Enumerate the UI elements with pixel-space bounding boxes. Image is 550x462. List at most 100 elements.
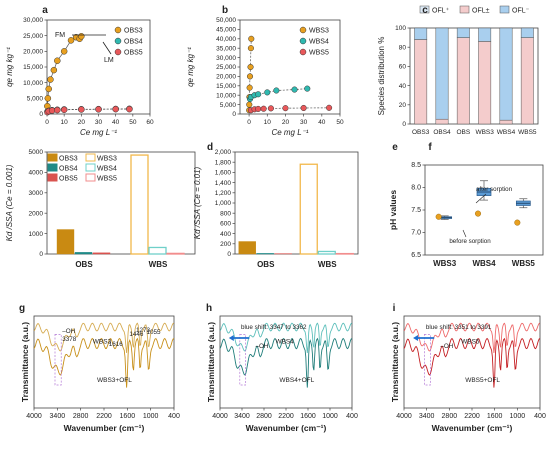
y-axis-label: Transmittance (a.u.) [206, 322, 216, 402]
legend-swatch [47, 163, 58, 172]
before-point [514, 219, 521, 226]
y-tick-label: 200 [220, 241, 231, 248]
data-point [78, 33, 85, 40]
oh-region-box [424, 334, 431, 386]
bar-segment [499, 119, 513, 125]
bar-segment [414, 27, 428, 40]
fit-curve [248, 38, 252, 111]
shift-arrowhead [228, 335, 234, 341]
x-tick-label: WBS4 [472, 259, 496, 268]
panel-letter: g [19, 303, 25, 314]
y-tick-label: 7.0 [411, 230, 421, 237]
legend-label: OBS5 [124, 50, 143, 57]
legend-swatch [47, 173, 58, 182]
panel-f: 6.5 7.0 7.5 8.0 8.5 pH values WBS3 WBS4 WBS5 afte… [388, 162, 544, 268]
panel-h: 4000 3400 2800 2200 1600 1000 400 Wavenumber (c… [206, 315, 358, 433]
x-tick-label: 400 [168, 413, 180, 420]
legend-label: WBS5 [97, 176, 117, 183]
legend-label: OBS4 [124, 39, 143, 46]
data-point [255, 91, 262, 98]
legend-label: WBS5 [309, 50, 329, 57]
y-axis-label: Kd /SSA (Ce = 0.01) [193, 166, 202, 239]
plot-frame [46, 151, 196, 255]
y-tick-label: 15,000 [23, 64, 43, 71]
y-axis-label: Transmittance (a.u.) [390, 322, 400, 402]
y-tick-label: 0 [39, 251, 43, 258]
x-tick-label: 4000 [212, 413, 228, 420]
series-label: WBS3 [93, 339, 112, 346]
x-tick-label: 20 [282, 119, 290, 126]
x-tick-label: 2200 [96, 413, 112, 420]
bar [56, 229, 75, 255]
data-point [264, 89, 271, 96]
annotation: 1616 [109, 341, 124, 348]
x-tick-label: 1000 [510, 413, 526, 420]
spectrum-line [219, 337, 353, 388]
legend-label: WBS4 [309, 39, 329, 46]
y-axis-label: Kd /SSA (Ce = 0.001) [5, 164, 14, 241]
panel-letter: h [206, 303, 212, 314]
series-label: WBS3+OFL [97, 377, 132, 384]
y-tick-label: 3000 [29, 190, 44, 197]
y-tick-label: 5,000 [220, 102, 237, 109]
x-tick-label: 2800 [442, 413, 458, 420]
legend-label: OFL⁻ [512, 8, 530, 15]
y-tick-label: 600 [220, 221, 231, 228]
bar [92, 252, 111, 255]
data-point [78, 106, 85, 113]
legend-marker [299, 26, 307, 34]
x-tick-label: 50 [336, 119, 344, 126]
x-tick-label: 1600 [487, 413, 503, 420]
y-tick-label: 1,000 [215, 200, 232, 207]
x-tick-label: OBS4 [433, 129, 451, 136]
shift-arrowhead [413, 335, 419, 341]
x-axis-label: Wavenumber (cm⁻¹) [64, 423, 145, 433]
y-axis-label: pH values [388, 190, 398, 230]
x-tick-label: OBS3 [412, 129, 430, 136]
legend-label: OFL⁺ [432, 8, 450, 15]
panel-letter: i [393, 303, 396, 314]
y-tick-label: 0 [39, 111, 43, 118]
bar-segment [435, 118, 449, 125]
x-tick-label: 50 [129, 119, 137, 126]
data-point [50, 66, 58, 74]
bar-segment [414, 39, 428, 125]
x-tick-label: WBS [318, 260, 337, 269]
bar [317, 250, 336, 255]
panel-letter: d [207, 142, 213, 153]
data-point [247, 63, 254, 71]
panel-letter: e [392, 142, 398, 153]
data-point [282, 105, 289, 112]
y-tick-label: 45,000 [216, 27, 236, 34]
x-tick-label: 10 [264, 119, 272, 126]
panel-letter: c [422, 5, 428, 16]
legend-label: OFL± [472, 8, 490, 15]
x-tick-label: 400 [346, 413, 358, 420]
legend-label: WBS3 [97, 156, 117, 163]
data-point [326, 104, 333, 111]
legend-label: OBS4 [59, 166, 78, 173]
y-tick-label: 25,000 [23, 33, 43, 40]
y-tick-label: 0 [232, 111, 236, 118]
bar-segment [456, 27, 470, 38]
annotation: after sorption [476, 186, 513, 193]
legend-label: WBS3 [309, 28, 329, 35]
x-tick-label: 40 [318, 119, 326, 126]
plot-frame [234, 151, 359, 255]
series-label: WBS5 [461, 339, 480, 346]
y-tick-label: 40 [399, 83, 407, 90]
data-point [112, 105, 119, 113]
y-tick-label: 5000 [29, 149, 44, 156]
series-label: WBS4 [275, 339, 294, 346]
bar [166, 252, 185, 255]
before-point [435, 213, 442, 220]
bar [74, 252, 93, 255]
spectrum-line [33, 322, 175, 354]
y-axis-label: qe mg kg⁻¹ [186, 47, 195, 87]
x-axis-label: Ce mg L⁻¹ [271, 128, 308, 137]
annotation: blue shift: 3347 to 3362 [241, 324, 307, 331]
data-point [260, 105, 267, 112]
y-tick-label: 1,600 [215, 170, 232, 177]
x-tick-label: 30 [95, 119, 103, 126]
